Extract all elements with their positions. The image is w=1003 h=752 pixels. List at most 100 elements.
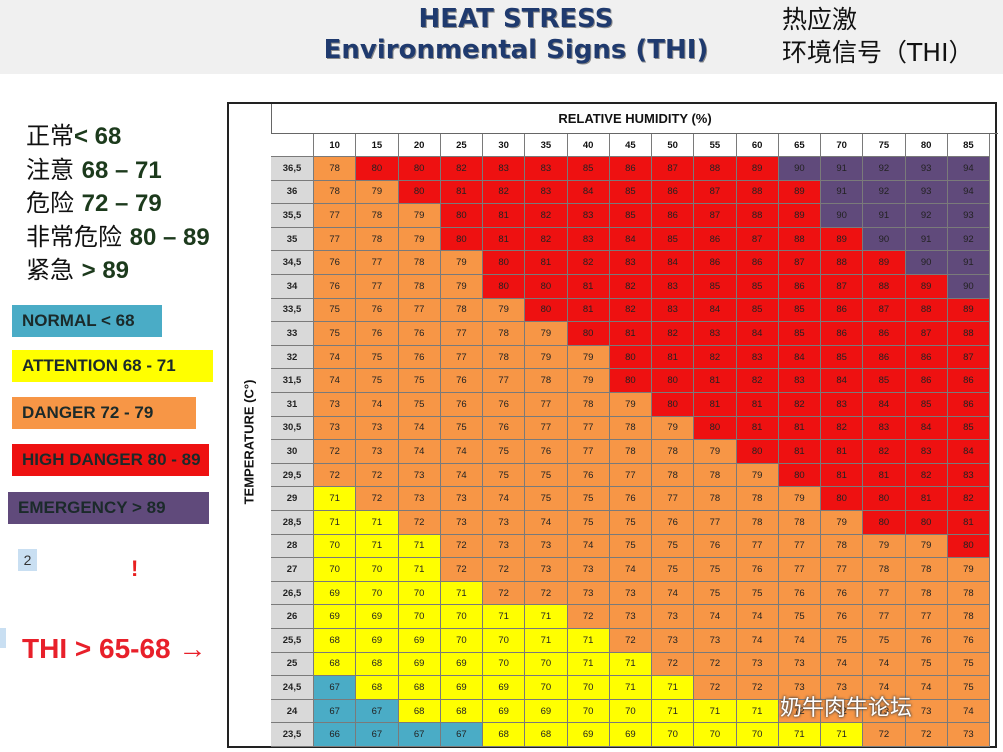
thi-cell: 68 bbox=[356, 652, 399, 677]
title-band bbox=[0, 0, 1003, 74]
thi-cell: 81 bbox=[609, 322, 652, 346]
thi-cell: 77 bbox=[356, 251, 399, 275]
thi-cell: 74 bbox=[778, 629, 821, 653]
thi-cell: 74 bbox=[863, 676, 906, 700]
thi-cell: 73 bbox=[398, 463, 441, 488]
thi-cell: 76 bbox=[356, 298, 399, 323]
thi-cell: 80 bbox=[483, 251, 526, 275]
humidity-header-cell: 15 bbox=[356, 134, 399, 157]
thi-cell: 72 bbox=[356, 487, 399, 511]
zh-level-label: 注意 bbox=[26, 155, 74, 184]
thi-cell: 70 bbox=[356, 558, 399, 582]
thi-cell: 90 bbox=[905, 251, 948, 275]
temperature-row-label: 32 bbox=[271, 345, 314, 370]
thi-cell: 69 bbox=[483, 699, 526, 724]
thi-cell: 73 bbox=[947, 723, 990, 747]
thi-cell: 70 bbox=[694, 723, 737, 747]
thi-cell: 70 bbox=[356, 581, 399, 606]
thi-cell: 87 bbox=[694, 180, 737, 205]
thi-cell: 92 bbox=[947, 227, 990, 252]
thi-cell: 72 bbox=[525, 581, 568, 606]
thi-cell: 83 bbox=[567, 204, 610, 228]
thi-cell: 81 bbox=[567, 298, 610, 323]
thi-cell: 79 bbox=[356, 180, 399, 205]
thi-cell: 75 bbox=[905, 652, 948, 677]
temperature-row-label: 29,5 bbox=[271, 463, 314, 488]
thi-cell: 77 bbox=[440, 345, 483, 370]
thi-cell: 78 bbox=[905, 581, 948, 606]
thi-cell: 78 bbox=[736, 487, 779, 511]
thi-cell: 94 bbox=[947, 180, 990, 205]
thi-cell: 74 bbox=[314, 345, 357, 370]
thi-cell: 74 bbox=[483, 487, 526, 511]
thi-cell: 74 bbox=[440, 440, 483, 464]
thi-cell: 89 bbox=[778, 204, 821, 228]
zh-level-label: 紧急 bbox=[26, 256, 74, 284]
thi-cell: 67 bbox=[356, 699, 399, 724]
thi-cell: 75 bbox=[525, 487, 568, 511]
thi-cell: 86 bbox=[694, 227, 737, 252]
thi-cell: 86 bbox=[821, 322, 864, 346]
temperature-row-label: 35 bbox=[271, 227, 314, 252]
english-title: HEAT STRESS Environmental Signs (THI) bbox=[240, 4, 792, 66]
legend-attention: ATTENTION 68 - 71 bbox=[12, 350, 213, 382]
thi-cell: 71 bbox=[440, 581, 483, 606]
thi-cell: 77 bbox=[863, 605, 906, 629]
thi-cell: 80 bbox=[778, 463, 821, 488]
thi-cell: 78 bbox=[863, 558, 906, 582]
thi-cell: 84 bbox=[863, 393, 906, 417]
thi-cell: 71 bbox=[398, 534, 441, 559]
thi-cell: 81 bbox=[694, 393, 737, 417]
thi-cell: 74 bbox=[356, 393, 399, 417]
thi-cell: 80 bbox=[440, 204, 483, 228]
thi-cell: 92 bbox=[863, 180, 906, 205]
thi-cell: 93 bbox=[905, 180, 948, 205]
thi-cell: 89 bbox=[821, 227, 864, 252]
thi-cell: 74 bbox=[398, 440, 441, 464]
temperature-row-label: 33 bbox=[271, 322, 314, 346]
humidity-header-cell: 30 bbox=[483, 134, 526, 157]
thi-cell: 86 bbox=[821, 298, 864, 323]
thi-cell: 80 bbox=[356, 157, 399, 181]
thi-cell: 82 bbox=[483, 180, 526, 205]
chinese-level-list: 正常< 68 注意 68 – 71 危险 72 – 79 非常危险 80 – 8… bbox=[26, 120, 210, 288]
temperature-row-label: 31,5 bbox=[271, 369, 314, 393]
thi-cell: 80 bbox=[652, 369, 695, 393]
thi-cell: 70 bbox=[525, 676, 568, 700]
thi-cell: 77 bbox=[821, 558, 864, 582]
thi-cell: 78 bbox=[694, 463, 737, 488]
thi-cell: 72 bbox=[905, 723, 948, 747]
thi-cell: 86 bbox=[863, 322, 906, 346]
thi-cell: 69 bbox=[440, 676, 483, 700]
thi-cell: 69 bbox=[356, 605, 399, 629]
thi-cell: 73 bbox=[525, 558, 568, 582]
thi-cell: 69 bbox=[483, 676, 526, 700]
thi-cell: 83 bbox=[525, 157, 568, 181]
thi-cell: 73 bbox=[652, 605, 695, 629]
thi-cell: 78 bbox=[567, 393, 610, 417]
thi-cell: 72 bbox=[314, 463, 357, 488]
thi-cell: 74 bbox=[821, 652, 864, 677]
thi-cell: 71 bbox=[356, 511, 399, 535]
thi-cell: 92 bbox=[905, 204, 948, 228]
humidity-header-cell: 50 bbox=[652, 134, 695, 157]
thi-cell: 74 bbox=[736, 605, 779, 629]
thi-cell: 81 bbox=[567, 275, 610, 299]
zh-level-label: 非常危险 bbox=[26, 222, 122, 251]
thi-cell: 76 bbox=[356, 322, 399, 346]
zh-level-label: 危险 bbox=[26, 189, 74, 217]
thi-cell: 90 bbox=[778, 157, 821, 181]
thi-cell: 75 bbox=[483, 440, 526, 464]
thi-cell: 74 bbox=[609, 558, 652, 582]
thi-cell: 71 bbox=[314, 511, 357, 535]
humidity-header-cell: 40 bbox=[567, 134, 610, 157]
thi-cell: 90 bbox=[947, 275, 990, 299]
thi-cell: 73 bbox=[609, 581, 652, 606]
thi-cell: 82 bbox=[947, 487, 990, 511]
thi-cell: 77 bbox=[863, 581, 906, 606]
thi-cell: 71 bbox=[821, 723, 864, 747]
thi-cell: 74 bbox=[314, 369, 357, 393]
watermark: 奶牛肉牛论坛 bbox=[780, 696, 913, 721]
thi-cell: 69 bbox=[398, 652, 441, 677]
thi-cell: 83 bbox=[525, 180, 568, 205]
